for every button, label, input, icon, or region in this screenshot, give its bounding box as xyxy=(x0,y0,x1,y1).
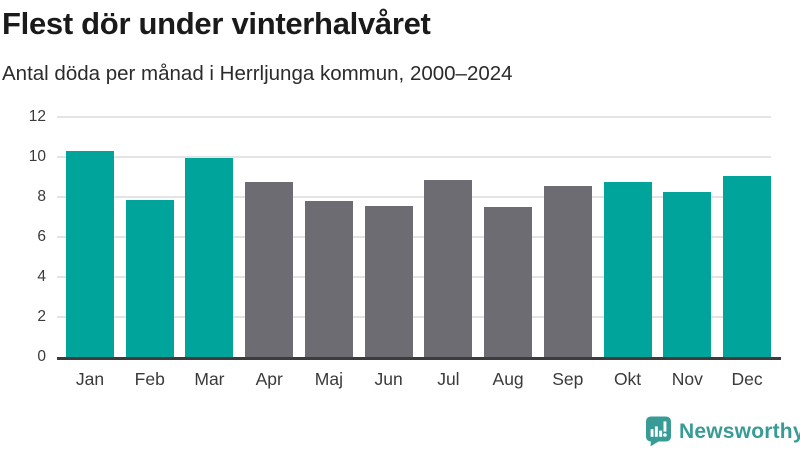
x-axis-tick-label: Maj xyxy=(314,369,343,389)
newsworthy-wordmark: Newsworthy xyxy=(679,419,800,443)
x-axis-tick-label: Sep xyxy=(552,369,584,389)
y-axis-tick-label: 10 xyxy=(28,148,46,165)
y-axis-tick-label: 8 xyxy=(37,188,46,205)
bar-maj xyxy=(304,201,353,357)
y-axis-tick-label: 6 xyxy=(37,228,46,245)
x-axis-tick-label: Apr xyxy=(255,369,283,389)
bar-okt xyxy=(603,182,652,357)
y-axis-tick-label: 0 xyxy=(37,348,46,365)
x-axis-line xyxy=(57,357,781,360)
y-axis-tick-label: 4 xyxy=(37,268,46,285)
page-title: Flest dör under vinterhalvåret xyxy=(2,6,431,41)
gridline-12 xyxy=(57,116,771,118)
bar-jan xyxy=(66,151,114,357)
bar-dec xyxy=(723,176,772,357)
x-axis-tick-label: Okt xyxy=(613,369,642,389)
bar-feb xyxy=(125,200,174,357)
bar-jul xyxy=(424,180,473,357)
x-axis-tick-label: Jul xyxy=(437,369,460,389)
newsworthy-brand: Newsworthy xyxy=(645,416,800,447)
x-axis-tick-label: Aug xyxy=(492,369,524,389)
bar-sep xyxy=(543,186,592,357)
newsworthy-logo-icon xyxy=(646,416,671,447)
gridline-10 xyxy=(57,156,771,158)
bar-apr xyxy=(245,182,294,357)
bar-jun xyxy=(364,206,413,357)
x-axis-tick-label: Jun xyxy=(374,369,403,389)
x-axis-tick-label: Mar xyxy=(194,369,225,389)
bar-aug xyxy=(484,207,533,357)
bar-nov xyxy=(663,192,712,357)
gridline-8 xyxy=(57,196,771,198)
y-axis-tick-label: 2 xyxy=(37,308,46,325)
x-axis-tick-label: Dec xyxy=(731,369,763,389)
gridline-2 xyxy=(57,316,771,318)
y-axis-tick-label: 12 xyxy=(28,108,46,125)
x-axis-tick-label: Jan xyxy=(75,369,105,389)
gridline-6 xyxy=(57,236,771,238)
x-axis-tick-label: Nov xyxy=(671,369,703,389)
x-axis-tick-label: Feb xyxy=(134,369,165,389)
chart-subtitle: Antal döda per månad i Herrljunga kommun… xyxy=(2,62,513,85)
gridline-4 xyxy=(57,276,771,278)
bar-mar xyxy=(185,158,234,357)
